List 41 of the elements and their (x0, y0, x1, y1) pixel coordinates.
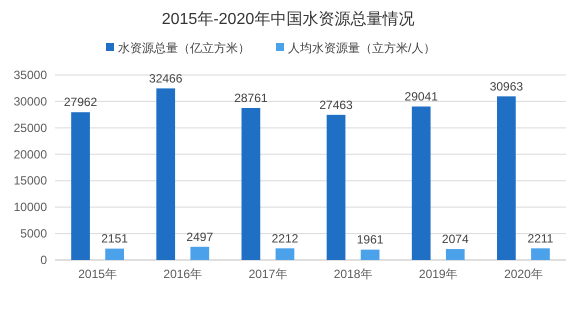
y-tick-label: 25000 (14, 120, 48, 135)
bar (276, 248, 294, 260)
y-tick-label: 15000 (14, 174, 48, 188)
bar (360, 250, 380, 260)
x-tick-label: 2019年 (418, 267, 458, 281)
y-tick-label: 0 (40, 253, 48, 267)
legend-label: 水资源总量（亿立方米） (118, 41, 250, 55)
y-tick-label: 20000 (14, 147, 48, 162)
x-tick-label: 2015年 (78, 267, 117, 281)
data-label: 2151 (101, 232, 128, 246)
bar (531, 248, 550, 260)
bar (412, 106, 431, 260)
y-tick-label: 10000 (14, 200, 48, 214)
legend-label: 人均水资源量（立方米/人） (288, 41, 436, 55)
bar (326, 114, 346, 260)
data-label: 28761 (234, 90, 268, 105)
data-label: 29041 (404, 90, 438, 104)
x-tick-label: 2018年 (334, 267, 372, 281)
bar (497, 96, 516, 260)
data-label: 27463 (319, 98, 354, 112)
x-tick-label: 2017年 (248, 267, 288, 281)
data-label: 2212 (272, 231, 299, 246)
y-tick-label: 5000 (20, 226, 48, 241)
title: 2015年-2020年中国水资源总量情况 (162, 11, 414, 28)
y-tick-label: 35000 (14, 68, 48, 82)
data-label: 1961 (356, 232, 384, 247)
data-label: 30963 (490, 79, 524, 94)
bar (446, 249, 465, 260)
data-label: 27962 (64, 95, 98, 110)
bar (156, 88, 176, 260)
x-tick-label: 2020年 (504, 267, 543, 281)
bar (190, 246, 210, 260)
y-tick-label: 30000 (14, 94, 48, 108)
data-label: 2211 (528, 231, 554, 246)
bar (105, 248, 124, 260)
bar (71, 112, 90, 260)
data-label: 32466 (149, 71, 183, 86)
bar (242, 108, 260, 260)
data-label: 2497 (186, 230, 214, 244)
data-label: 2074 (442, 232, 469, 246)
x-tick-label: 2016年 (163, 267, 202, 281)
